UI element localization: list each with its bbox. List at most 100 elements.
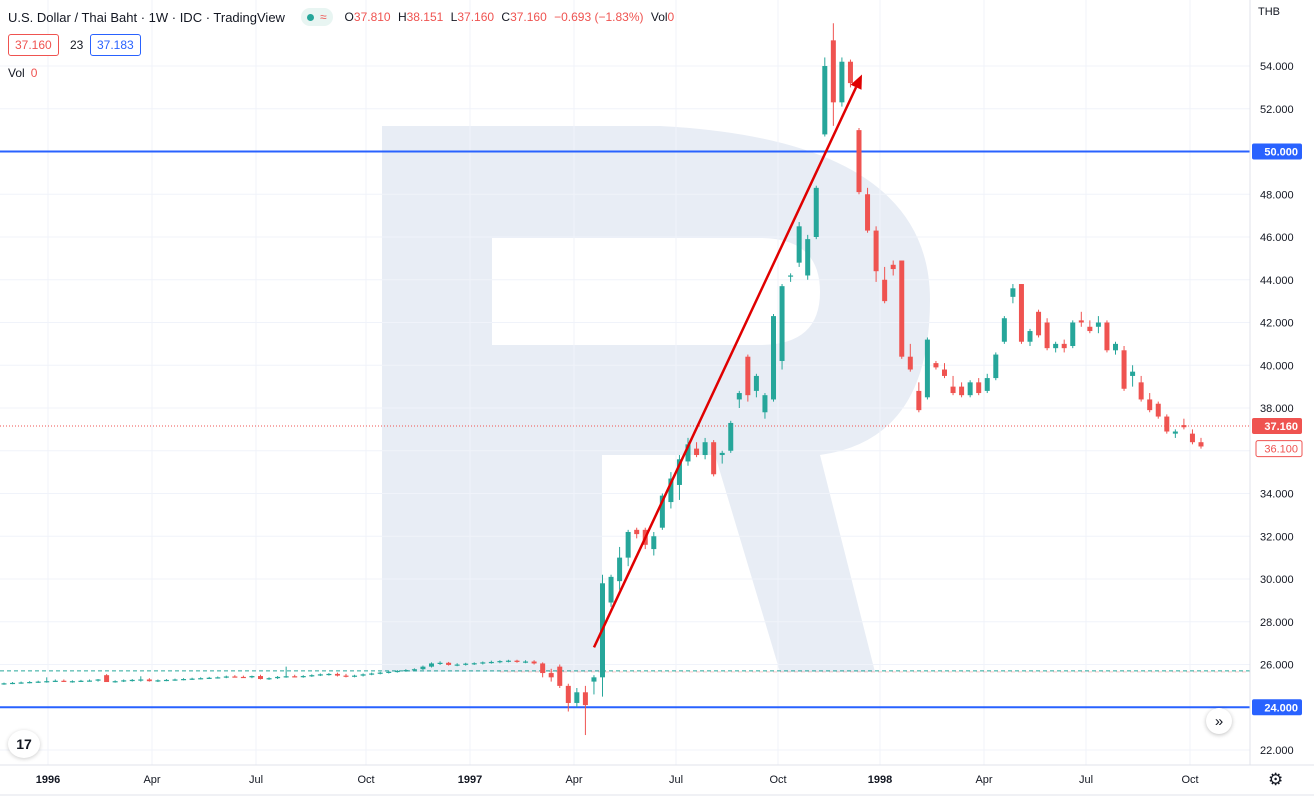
- candle-body: [762, 395, 768, 413]
- candle: [1087, 320, 1093, 334]
- candle-body: [668, 478, 674, 503]
- candle: [78, 679, 84, 683]
- last-price-label: 37.160: [1264, 421, 1298, 433]
- candle: [163, 679, 169, 682]
- candle-body: [343, 675, 349, 677]
- candle: [728, 420, 734, 453]
- candle-body: [386, 671, 392, 673]
- candle: [206, 676, 212, 680]
- candle-body: [1181, 425, 1187, 428]
- candle-body: [676, 459, 682, 485]
- tradingview-logo-icon[interactable]: 17: [8, 730, 40, 758]
- candle-body: [942, 369, 947, 376]
- candle: [702, 437, 708, 460]
- vol-label: Vol: [650, 10, 668, 24]
- candle-body: [745, 356, 751, 396]
- candle: [172, 678, 178, 681]
- candle: [488, 660, 494, 664]
- candle: [865, 187, 871, 233]
- candle: [1027, 328, 1033, 347]
- sell-price-box[interactable]: 37.160: [8, 34, 59, 56]
- price-tick-label: 54.000: [1260, 61, 1294, 73]
- level-price-label: 50.000: [1264, 147, 1298, 159]
- candle: [1078, 311, 1084, 327]
- open-value: 37.810: [353, 10, 391, 24]
- candle-body: [1036, 311, 1042, 336]
- candle-body: [753, 375, 759, 391]
- candle-body: [813, 187, 819, 237]
- candle: [1061, 339, 1067, 353]
- candle: [711, 440, 717, 477]
- candle-body: [1070, 322, 1076, 347]
- buy-price-box[interactable]: 37.183: [90, 34, 141, 56]
- candle-body: [198, 678, 204, 680]
- time-tick-label: 1997: [458, 774, 482, 786]
- candle: [1044, 318, 1050, 351]
- candle-body: [18, 682, 24, 684]
- candle-body: [890, 264, 896, 270]
- high-value: 38.151: [406, 10, 444, 24]
- candle: [813, 185, 819, 240]
- candle-body: [163, 679, 169, 682]
- candle-body: [1044, 322, 1050, 349]
- settings-gear-icon[interactable]: ⚙: [1268, 770, 1284, 789]
- candle-body: [1, 683, 7, 685]
- candle-body: [1001, 318, 1007, 342]
- candle: [753, 373, 759, 398]
- price-axis[interactable]: 22.000 24.000 26.000 28.000 30.000 32.000 34.0…: [1249, 0, 1314, 800]
- candle: [275, 676, 281, 680]
- currency-selector[interactable]: THB: [1258, 6, 1280, 18]
- price-tick-label: 26.000: [1260, 660, 1294, 672]
- price-tick-label: 52.000: [1260, 104, 1294, 116]
- market-status[interactable]: ≈: [300, 8, 333, 26]
- chart-legend: U.S. Dollar / Thai Baht · 1W · IDC · Tra…: [8, 8, 674, 26]
- volume-indicator-legend[interactable]: Vol 0: [8, 66, 37, 80]
- candle: [258, 674, 263, 680]
- candle: [232, 675, 238, 678]
- time-tick-label: 1996: [36, 774, 60, 786]
- trend-arrow[interactable]: [592, 74, 862, 648]
- candle: [565, 683, 571, 712]
- candle-body: [984, 378, 990, 391]
- candle: [540, 662, 546, 678]
- candle: [745, 354, 751, 402]
- candle: [198, 677, 204, 680]
- candle: [993, 352, 999, 381]
- candle-body: [35, 681, 41, 683]
- price-tick-label: 32.000: [1260, 531, 1294, 543]
- candle: [10, 682, 16, 685]
- price-tick-label: 48.000: [1260, 189, 1294, 201]
- candle: [788, 273, 794, 282]
- candle-body: [394, 670, 400, 673]
- candle-body: [172, 679, 178, 681]
- open-label: O: [344, 10, 354, 24]
- candle-body: [326, 673, 332, 676]
- time-tick-label: Apr: [565, 774, 582, 786]
- scroll-to-realtime-icon[interactable]: »: [1206, 708, 1232, 734]
- symbol-title[interactable]: U.S. Dollar / Thai Baht · 1W · IDC · Tra…: [8, 9, 285, 25]
- horizontal-levels[interactable]: [0, 150, 1250, 709]
- candle: [121, 679, 127, 683]
- candle: [617, 546, 623, 590]
- time-axis[interactable]: 1996 Apr Jul Oct 1997 Apr Jul Oct 1998 Apr Jul Oct: [0, 764, 1314, 800]
- candle: [138, 676, 144, 682]
- price-tick-label: 34.000: [1260, 489, 1294, 501]
- volume-label: Vol: [8, 66, 25, 80]
- candle-body: [779, 286, 785, 361]
- time-tick-label: Jul: [1079, 774, 1093, 786]
- candle: [386, 670, 392, 674]
- candle: [146, 678, 152, 682]
- candle: [1147, 393, 1153, 413]
- candle: [223, 675, 229, 679]
- candle-body: [300, 676, 306, 678]
- time-tick-label: Jul: [249, 774, 263, 786]
- candle-body: [1010, 288, 1016, 297]
- candle-body: [625, 531, 631, 558]
- candle-body: [907, 356, 913, 370]
- candle: [129, 679, 135, 682]
- price-tick-label: 42.000: [1260, 318, 1294, 330]
- candle-body: [215, 677, 221, 679]
- candle: [95, 679, 101, 682]
- candle-body: [223, 676, 229, 678]
